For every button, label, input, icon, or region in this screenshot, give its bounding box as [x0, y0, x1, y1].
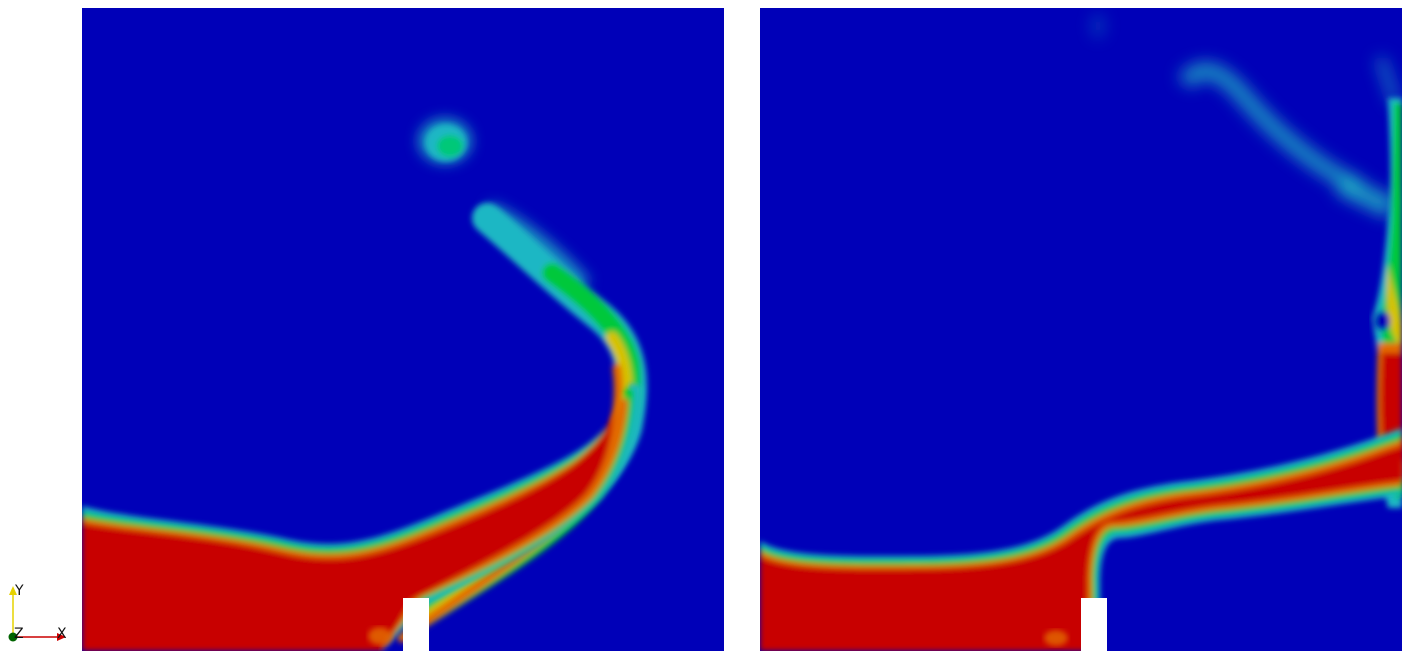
y-axis-arrow-icon	[9, 586, 17, 595]
droplet	[426, 125, 466, 161]
simulation-view-right	[760, 8, 1402, 651]
x-axis-label: X	[57, 626, 67, 642]
orientation-axes-graphic: Y Z X	[8, 583, 67, 642]
z-axis-label: Z	[14, 626, 24, 642]
fluid-field-right	[760, 8, 1402, 651]
x-axis-arrow-icon	[57, 633, 66, 641]
bottom-blob	[368, 627, 392, 645]
obstacle-block	[403, 598, 429, 651]
liquid-pool	[760, 428, 1402, 651]
liquid-pool	[82, 383, 642, 651]
fluid-field-left	[82, 8, 724, 651]
orientation-axes: Y Z X	[0, 578, 80, 648]
y-axis-label: Y	[14, 583, 24, 599]
simulation-view-left	[82, 8, 724, 651]
obstacle-block	[1081, 598, 1107, 651]
z-axis-dot-icon	[8, 632, 18, 642]
bottom-blob	[1044, 630, 1068, 646]
